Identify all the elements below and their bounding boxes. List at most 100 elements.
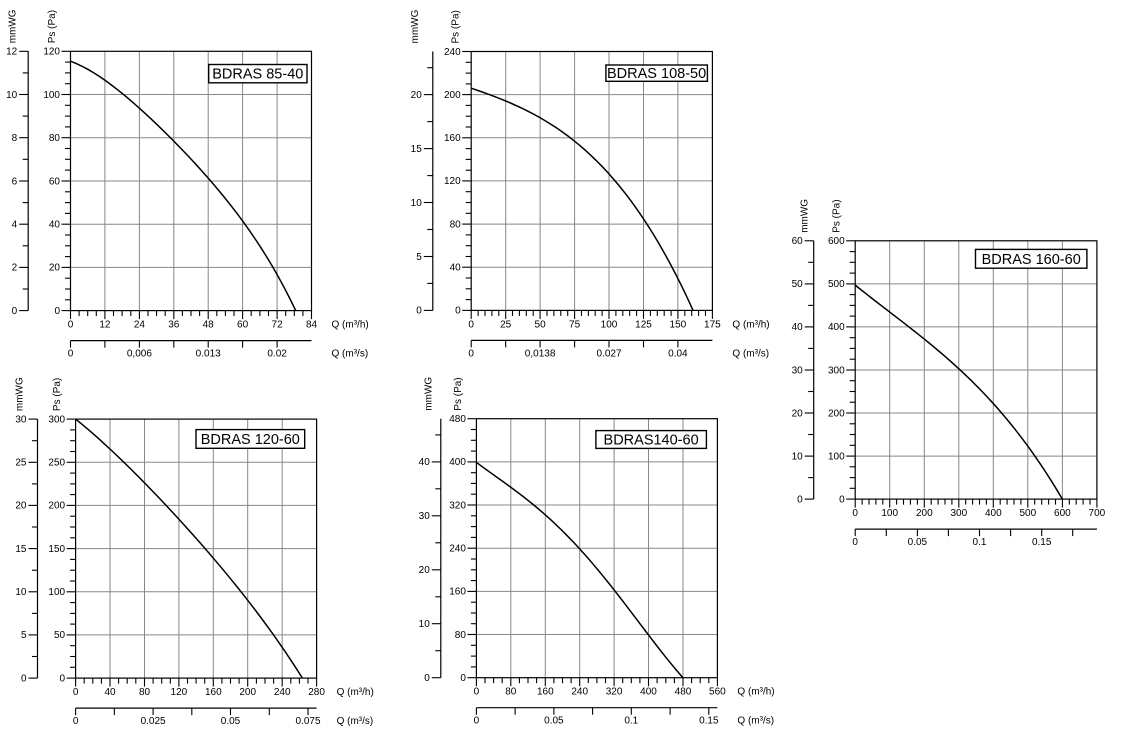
svg-text:560: 560 xyxy=(709,687,726,698)
svg-text:0: 0 xyxy=(73,716,79,727)
svg-text:100: 100 xyxy=(43,90,60,101)
svg-text:0.1: 0.1 xyxy=(973,537,987,548)
svg-text:160: 160 xyxy=(449,587,466,598)
svg-text:Ps (Pa): Ps (Pa) xyxy=(453,377,464,410)
svg-text:50: 50 xyxy=(535,319,547,330)
svg-text:0.013: 0.013 xyxy=(196,349,221,360)
svg-text:0.04: 0.04 xyxy=(668,348,688,359)
svg-text:Q (m³/h): Q (m³/h) xyxy=(337,687,374,698)
svg-text:150: 150 xyxy=(670,319,687,330)
svg-text:84: 84 xyxy=(306,320,318,331)
svg-text:20: 20 xyxy=(792,408,804,419)
svg-text:200: 200 xyxy=(916,508,933,519)
svg-text:200: 200 xyxy=(48,501,65,512)
svg-text:480: 480 xyxy=(449,414,466,425)
svg-text:80: 80 xyxy=(49,133,61,144)
svg-text:10: 10 xyxy=(15,587,27,598)
svg-text:0: 0 xyxy=(424,673,430,684)
svg-text:0,0138: 0,0138 xyxy=(525,348,556,359)
svg-text:0: 0 xyxy=(839,494,845,505)
svg-text:500: 500 xyxy=(828,279,845,290)
svg-text:20: 20 xyxy=(411,90,423,101)
svg-text:30: 30 xyxy=(792,365,804,376)
svg-text:mmWG: mmWG xyxy=(799,199,810,233)
svg-text:250: 250 xyxy=(48,458,65,469)
svg-text:0: 0 xyxy=(54,306,60,317)
svg-text:Q (m³/s): Q (m³/s) xyxy=(332,349,369,360)
svg-text:0: 0 xyxy=(73,687,79,698)
svg-text:Ps (Pa): Ps (Pa) xyxy=(450,10,461,43)
svg-text:48: 48 xyxy=(203,320,215,331)
svg-text:0.05: 0.05 xyxy=(544,716,564,727)
svg-text:0.15: 0.15 xyxy=(699,716,719,727)
svg-text:0.075: 0.075 xyxy=(295,716,320,727)
svg-text:400: 400 xyxy=(828,322,845,333)
svg-text:160: 160 xyxy=(205,687,222,698)
svg-text:Q (m³/s): Q (m³/s) xyxy=(337,716,374,727)
svg-text:700: 700 xyxy=(1089,508,1106,519)
svg-text:120: 120 xyxy=(171,687,188,698)
svg-text:mmWG: mmWG xyxy=(410,9,421,43)
svg-text:24: 24 xyxy=(134,320,146,331)
svg-text:Ps (Pa): Ps (Pa) xyxy=(832,199,843,232)
svg-text:600: 600 xyxy=(1054,508,1071,519)
svg-text:40: 40 xyxy=(104,687,116,698)
svg-text:300: 300 xyxy=(828,365,845,376)
svg-text:0,006: 0,006 xyxy=(127,349,152,360)
svg-text:10: 10 xyxy=(419,619,431,630)
svg-text:240: 240 xyxy=(449,544,466,555)
svg-text:40: 40 xyxy=(49,220,61,231)
svg-text:BDRAS 160-60: BDRAS 160-60 xyxy=(982,252,1081,268)
svg-text:20: 20 xyxy=(15,501,27,512)
svg-text:75: 75 xyxy=(569,319,581,330)
svg-text:2: 2 xyxy=(12,263,18,274)
svg-text:15: 15 xyxy=(411,144,423,155)
svg-text:4: 4 xyxy=(12,220,18,231)
svg-text:Q (m³/s): Q (m³/s) xyxy=(737,716,774,727)
svg-text:0: 0 xyxy=(797,494,803,505)
svg-text:Q (m³/h): Q (m³/h) xyxy=(732,319,769,330)
svg-text:80: 80 xyxy=(455,630,467,641)
svg-text:400: 400 xyxy=(985,508,1002,519)
svg-text:25: 25 xyxy=(500,319,512,330)
svg-text:80: 80 xyxy=(505,687,517,698)
svg-text:200: 200 xyxy=(444,90,461,101)
svg-text:0.02: 0.02 xyxy=(267,349,287,360)
svg-text:240: 240 xyxy=(444,47,461,58)
svg-text:0.15: 0.15 xyxy=(1032,537,1052,548)
svg-text:400: 400 xyxy=(449,457,466,468)
svg-text:600: 600 xyxy=(828,236,845,247)
svg-text:0: 0 xyxy=(852,508,858,519)
svg-text:40: 40 xyxy=(792,322,804,333)
svg-text:0: 0 xyxy=(60,673,66,684)
svg-text:280: 280 xyxy=(308,687,325,698)
svg-text:15: 15 xyxy=(15,544,27,555)
svg-text:mmWG: mmWG xyxy=(423,377,434,411)
svg-text:20: 20 xyxy=(419,565,431,576)
svg-text:240: 240 xyxy=(274,687,291,698)
svg-text:0: 0 xyxy=(474,687,480,698)
svg-text:0: 0 xyxy=(468,319,474,330)
svg-text:BDRAS 120-60: BDRAS 120-60 xyxy=(201,432,300,448)
svg-text:12: 12 xyxy=(99,320,111,331)
svg-text:36: 36 xyxy=(168,320,180,331)
svg-text:125: 125 xyxy=(635,319,652,330)
svg-text:40: 40 xyxy=(450,263,462,274)
svg-text:320: 320 xyxy=(606,687,623,698)
svg-text:300: 300 xyxy=(48,414,65,425)
svg-text:0: 0 xyxy=(455,306,461,317)
svg-text:400: 400 xyxy=(640,687,657,698)
svg-text:Q (m³/h): Q (m³/h) xyxy=(737,687,774,698)
svg-text:320: 320 xyxy=(449,500,466,511)
svg-text:0.027: 0.027 xyxy=(596,348,621,359)
svg-text:60: 60 xyxy=(49,176,61,187)
svg-text:Q (m³/h): Q (m³/h) xyxy=(332,320,369,331)
svg-text:240: 240 xyxy=(571,687,588,698)
svg-text:0: 0 xyxy=(68,320,74,331)
svg-text:12: 12 xyxy=(6,47,18,58)
svg-text:mmWG: mmWG xyxy=(8,9,19,43)
svg-text:300: 300 xyxy=(950,508,967,519)
svg-text:80: 80 xyxy=(450,219,462,230)
svg-text:60: 60 xyxy=(792,236,804,247)
svg-text:160: 160 xyxy=(537,687,554,698)
